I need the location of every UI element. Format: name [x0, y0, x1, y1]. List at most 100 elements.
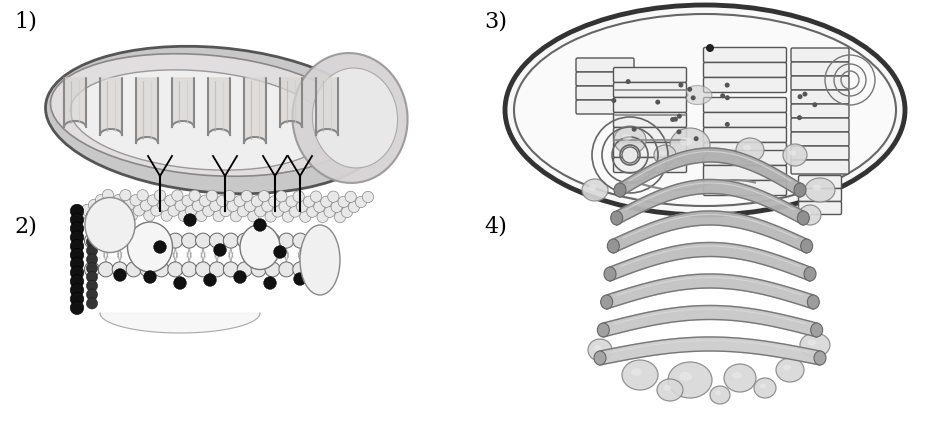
Circle shape [70, 249, 84, 262]
Circle shape [82, 205, 93, 216]
FancyBboxPatch shape [791, 147, 849, 161]
Circle shape [144, 210, 155, 221]
Polygon shape [172, 79, 194, 128]
Circle shape [317, 212, 328, 223]
Circle shape [70, 266, 84, 280]
Circle shape [126, 210, 137, 221]
Circle shape [167, 233, 182, 249]
FancyBboxPatch shape [576, 59, 634, 73]
FancyBboxPatch shape [576, 101, 634, 115]
FancyBboxPatch shape [576, 87, 634, 101]
Circle shape [158, 200, 169, 212]
Circle shape [213, 244, 227, 257]
Circle shape [275, 191, 287, 203]
Circle shape [140, 262, 155, 277]
Ellipse shape [797, 212, 809, 225]
Circle shape [306, 207, 318, 218]
Circle shape [237, 262, 252, 277]
Circle shape [161, 211, 172, 222]
Ellipse shape [679, 372, 692, 381]
Circle shape [292, 262, 307, 277]
Ellipse shape [760, 384, 766, 389]
Circle shape [237, 233, 252, 249]
Circle shape [797, 95, 803, 100]
Circle shape [116, 205, 127, 216]
Circle shape [154, 233, 169, 249]
Ellipse shape [240, 225, 280, 270]
Circle shape [213, 211, 225, 222]
Ellipse shape [588, 339, 612, 361]
Circle shape [677, 130, 682, 135]
Circle shape [274, 246, 287, 259]
Circle shape [199, 196, 211, 207]
Ellipse shape [736, 139, 764, 163]
Ellipse shape [800, 333, 830, 357]
Ellipse shape [300, 225, 340, 295]
Circle shape [224, 262, 239, 277]
Circle shape [321, 233, 336, 249]
Circle shape [168, 206, 180, 217]
Circle shape [321, 197, 332, 208]
Circle shape [95, 195, 106, 206]
Circle shape [172, 190, 183, 202]
Circle shape [803, 92, 807, 97]
Circle shape [626, 80, 631, 85]
Circle shape [293, 191, 305, 203]
Circle shape [269, 196, 280, 208]
Polygon shape [100, 313, 260, 333]
Circle shape [321, 262, 336, 277]
Circle shape [86, 263, 98, 274]
Circle shape [167, 262, 182, 277]
Circle shape [258, 191, 270, 203]
Circle shape [92, 210, 103, 221]
Ellipse shape [85, 198, 135, 253]
Circle shape [123, 200, 134, 212]
Circle shape [238, 206, 248, 217]
Circle shape [126, 233, 141, 249]
Polygon shape [208, 79, 230, 136]
Circle shape [86, 298, 98, 309]
Circle shape [679, 83, 683, 88]
FancyBboxPatch shape [703, 166, 787, 181]
Circle shape [189, 190, 200, 202]
Polygon shape [610, 243, 810, 281]
Ellipse shape [514, 15, 896, 206]
Ellipse shape [654, 146, 676, 166]
FancyBboxPatch shape [703, 143, 787, 158]
Circle shape [261, 201, 273, 212]
FancyBboxPatch shape [791, 91, 849, 105]
Circle shape [140, 200, 151, 212]
Circle shape [203, 206, 214, 217]
Circle shape [251, 262, 266, 277]
Polygon shape [64, 79, 86, 128]
Polygon shape [686, 86, 712, 105]
Circle shape [263, 277, 276, 290]
Circle shape [183, 214, 196, 227]
Circle shape [70, 214, 84, 227]
FancyBboxPatch shape [614, 98, 686, 113]
Ellipse shape [505, 6, 905, 215]
FancyBboxPatch shape [703, 63, 787, 78]
Circle shape [204, 274, 216, 287]
Polygon shape [606, 274, 813, 309]
Circle shape [355, 197, 367, 208]
Circle shape [314, 202, 325, 213]
FancyBboxPatch shape [703, 151, 787, 166]
Circle shape [140, 233, 155, 249]
Polygon shape [280, 79, 302, 128]
Circle shape [248, 211, 259, 222]
Circle shape [725, 123, 729, 128]
Ellipse shape [70, 71, 330, 171]
Circle shape [244, 201, 256, 212]
Circle shape [227, 201, 239, 212]
Circle shape [331, 202, 342, 213]
Ellipse shape [670, 129, 710, 163]
FancyBboxPatch shape [576, 73, 634, 87]
FancyBboxPatch shape [614, 83, 686, 98]
Circle shape [70, 231, 84, 245]
Circle shape [99, 205, 110, 216]
Circle shape [691, 96, 696, 101]
Ellipse shape [732, 372, 742, 379]
Circle shape [130, 195, 141, 206]
Circle shape [154, 262, 169, 277]
